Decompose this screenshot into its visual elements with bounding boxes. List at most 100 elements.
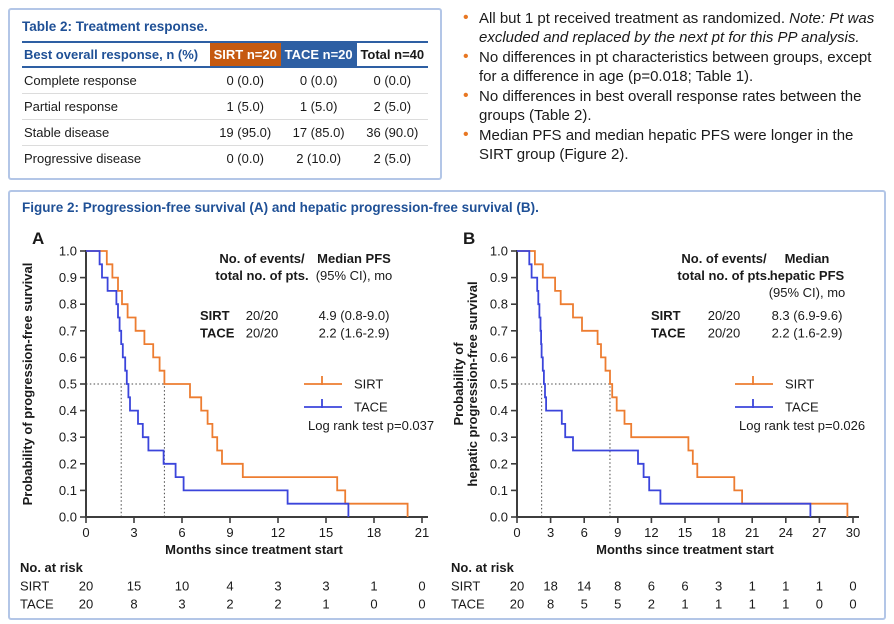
figure2-title: Figure 2: Progression-free survival (A) …: [22, 200, 539, 215]
figure2-panels: A Probability of progression-free surviva…: [16, 217, 878, 615]
risk-row-label-sirt: SIRT: [20, 579, 49, 594]
bullet-item: No differences in pt characteristics bet…: [462, 47, 884, 86]
row-value: 17 (85.0): [280, 119, 357, 146]
y-tick-label: 0.9: [490, 270, 508, 285]
x-tick-label: 24: [779, 525, 793, 540]
panel-label: B: [463, 229, 475, 248]
risk-value: 1: [782, 579, 789, 594]
bullet-item: Median PFS and median hepatic PFS were l…: [462, 125, 884, 164]
x-tick-label: 9: [614, 525, 621, 540]
risk-value: 1: [681, 597, 688, 612]
risk-value: 8: [614, 579, 621, 594]
table2-col-total: Total n=40: [356, 41, 428, 68]
table2-col-tace: TACE n=20: [280, 41, 357, 68]
y-tick-label: 0.3: [59, 430, 77, 445]
risk-value: 20: [510, 597, 524, 612]
logrank-text: Log rank test p=0.037: [308, 418, 434, 433]
y-tick-label: 0.1: [59, 483, 77, 498]
y-tick-label: 0.8: [59, 297, 77, 312]
table2: Best overall response, n (%) SIRT n=20 TAC…: [22, 41, 428, 171]
x-tick-label: 12: [644, 525, 658, 540]
y-tick-label: 1.0: [59, 244, 77, 259]
risk-value: 0: [370, 597, 377, 612]
risk-value: 0: [418, 579, 425, 594]
panel-a: A Probability of progression-free surviva…: [16, 217, 447, 615]
stats-events-header: No. of events/: [681, 251, 767, 266]
stats-events-value: 20/20: [246, 308, 279, 323]
table2-col-sirt: SIRT n=20: [209, 41, 281, 68]
x-tick-label: 27: [812, 525, 826, 540]
x-tick-label: 30: [846, 525, 860, 540]
y-axis-label: Probability of: [451, 342, 466, 426]
x-tick-label: 3: [130, 525, 137, 540]
stats-group-label: SIRT: [200, 308, 230, 323]
km-curve-sirt: [86, 250, 409, 517]
risk-value: 8: [130, 597, 137, 612]
x-axis-label: Months since treatment start: [165, 542, 343, 557]
risk-value: 14: [577, 579, 591, 594]
y-axis-label: Probability of progression-free survival: [20, 263, 35, 506]
risk-value: 3: [322, 579, 329, 594]
row-value: 19 (95.0): [209, 119, 281, 146]
risk-value: 0: [849, 597, 856, 612]
bullet-list: All but 1 pt received treatment as rando…: [462, 8, 886, 180]
risk-value: 5: [581, 597, 588, 612]
risk-value: 3: [274, 579, 281, 594]
row-label: Partial response: [22, 93, 210, 120]
stats-median-header: (95% CI), mo: [769, 285, 846, 300]
risk-value: 2: [274, 597, 281, 612]
risk-value: 4: [226, 579, 233, 594]
x-tick-label: 15: [678, 525, 692, 540]
risk-value: 1: [749, 579, 756, 594]
stats-events-value: 20/20: [708, 326, 741, 341]
x-tick-label: 0: [513, 525, 520, 540]
stats-events-value: 20/20: [708, 308, 741, 323]
row-value: 2 (10.0): [296, 151, 342, 166]
km-chart-hepatic-pfs: B Probability of hepatic progression-free …: [451, 229, 865, 612]
stats-median-header: Median PFS: [317, 251, 391, 266]
stats-median-header: (95% CI), mo: [316, 268, 393, 283]
legend-label-tace: TACE: [354, 400, 388, 415]
table2-col-response: Best overall response, n (%): [22, 41, 210, 68]
stats-median-value: 2.2 (1.6-2.9): [772, 326, 843, 341]
risk-value: 6: [648, 579, 655, 594]
x-tick-label: 6: [581, 525, 588, 540]
x-tick-label: 18: [367, 525, 381, 540]
risk-value: 3: [178, 597, 185, 612]
km-chart-pfs: A Probability of progression-free surviva…: [20, 229, 434, 612]
x-tick-label: 15: [319, 525, 333, 540]
risk-row-label-sirt: SIRT: [451, 579, 480, 594]
panel-label: A: [32, 229, 44, 248]
row-value: 2 (5.0): [356, 93, 428, 120]
km-curve-tace: [517, 250, 812, 517]
x-tick-label: 3: [547, 525, 554, 540]
stats-events-value: 20/20: [246, 326, 279, 341]
y-tick-label: 0.2: [59, 456, 77, 471]
risk-value: 10: [175, 579, 189, 594]
figure2-card: Figure 2: Progression-free survival (A) …: [8, 190, 886, 620]
risk-value: 18: [543, 579, 557, 594]
stats-events-header: No. of events/: [219, 251, 305, 266]
y-tick-label: 1.0: [490, 244, 508, 259]
y-axis-label: hepatic progression-free survival: [465, 281, 480, 486]
risk-table-title: No. at risk: [20, 560, 84, 575]
risk-value: 1: [370, 579, 377, 594]
risk-value: 1: [816, 579, 823, 594]
y-tick-label: 0.7: [490, 323, 508, 338]
y-tick-label: 0.2: [490, 456, 508, 471]
stats-median-header: Median: [785, 251, 830, 266]
row-value: 2 (5.0): [373, 151, 412, 166]
y-tick-label: 0.4: [490, 403, 508, 418]
risk-value: 1: [782, 597, 789, 612]
y-tick-label: 0.3: [490, 430, 508, 445]
y-tick-label: 0.8: [490, 297, 508, 312]
stats-group-label: TACE: [651, 326, 686, 341]
legend-label-sirt: SIRT: [785, 377, 814, 392]
x-tick-label: 12: [271, 525, 285, 540]
stats-events-header: total no. of pts.: [215, 268, 308, 283]
stats-median-header: hepatic PFS: [770, 268, 845, 283]
stats-median-value: 4.9 (0.8-9.0): [319, 308, 390, 323]
top-row: Table 2: Treatment response. Best overal…: [8, 8, 886, 180]
risk-table-title: No. at risk: [451, 560, 515, 575]
